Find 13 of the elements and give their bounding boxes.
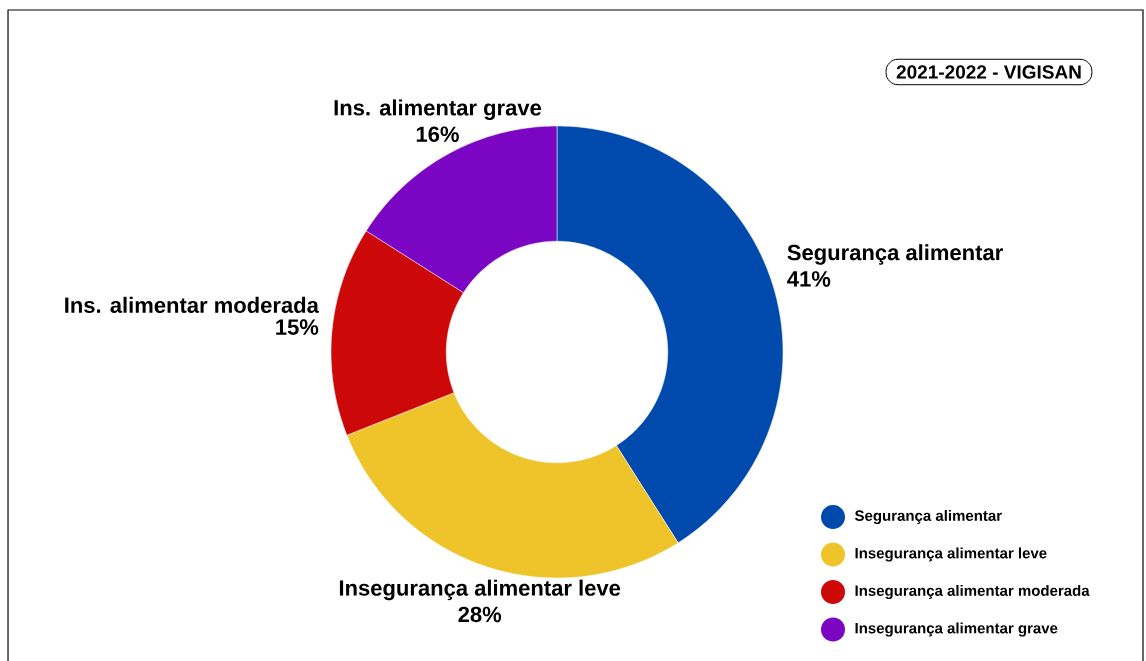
- legend-label: Insegurança alimentar leve: [855, 547, 1047, 562]
- legend-label: Insegurança alimentar grave: [855, 622, 1058, 637]
- legend-label: Segurança alimentar: [854, 509, 1002, 525]
- text: Ins. alimentar grave: [334, 99, 542, 120]
- chart-title: 2021-2022 - VIGISAN: [896, 65, 1081, 79]
- data-label: 28%: [458, 606, 502, 623]
- legend-label: Insegurança alimentar moderada: [855, 584, 1090, 600]
- text: Segurança alimentar: [787, 244, 1003, 265]
- data-label: 41%: [787, 271, 831, 287]
- text: Insegurança alimentar leve: [339, 579, 621, 601]
- data-label: 16%: [416, 126, 459, 142]
- data-label: 15%: [276, 319, 319, 335]
- text: Ins. alimentar moderada: [65, 296, 319, 313]
